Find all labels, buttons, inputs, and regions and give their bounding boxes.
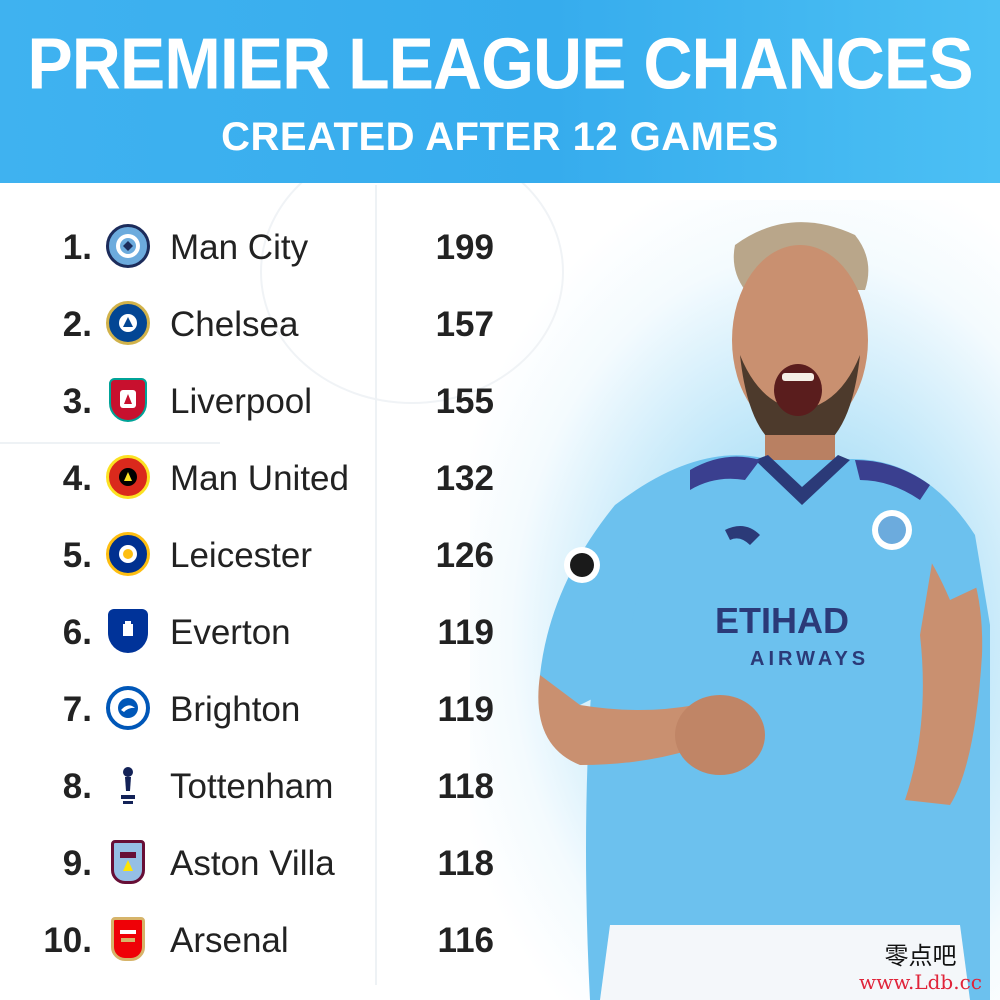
ranking-row: 3. Liverpool 155 [0, 372, 520, 432]
aston-villa-crest-icon [111, 840, 145, 884]
club-name: Leicester [170, 536, 313, 575]
sponsor-text: ETIHAD [715, 600, 849, 641]
chances-value: 119 [437, 690, 494, 729]
chances-value: 155 [435, 382, 494, 421]
chances-value: 157 [435, 305, 494, 344]
header-banner: PREMIER LEAGUE CHANCES CREATED AFTER 12 … [0, 0, 1000, 183]
rank-number: 3. [62, 382, 92, 421]
chances-value: 116 [437, 921, 494, 960]
leicester-crest-icon [106, 532, 150, 576]
brighton-crest-icon [106, 686, 150, 730]
watermark: 零点吧 www.Ldb.cc [859, 942, 982, 994]
rank-number: 7. [62, 690, 92, 729]
page-subtitle: CREATED AFTER 12 GAMES [221, 115, 779, 159]
ranking-row: 4. Man United 132 [0, 449, 520, 509]
liverpool-crest-icon [109, 378, 147, 422]
club-name: Brighton [170, 690, 301, 729]
sponsor-sub-text: AIRWAYS [750, 648, 869, 670]
man-city-crest-icon [106, 224, 150, 268]
ranking-row: 10. Arsenal 116 [0, 911, 520, 971]
club-name: Aston Villa [170, 844, 335, 883]
rank-number: 2. [62, 305, 92, 344]
player-image: ETIHAD AIRWAYS [538, 222, 990, 1000]
rank-number: 6. [62, 613, 92, 652]
club-name: Tottenham [170, 767, 334, 806]
club-name: Man United [170, 459, 349, 498]
ranking-row: 9. Aston Villa 118 [0, 834, 520, 894]
club-name: Arsenal [170, 921, 289, 960]
chances-value: 126 [435, 536, 494, 575]
ranking-row: 8. Tottenham 118 [0, 757, 520, 817]
ranking-row: 7. Brighton 119 [0, 680, 520, 740]
chances-value: 118 [437, 844, 494, 883]
ranking-row: 2. Chelsea 157 [0, 295, 520, 355]
rank-number: 9. [62, 844, 92, 883]
rank-number: 4. [62, 459, 92, 498]
chances-value: 132 [435, 459, 494, 498]
pitch-line-decoration [0, 442, 220, 444]
chances-value: 199 [435, 228, 494, 267]
everton-crest-icon [108, 609, 148, 653]
club-name: Everton [170, 613, 291, 652]
page-title: PREMIER LEAGUE CHANCES [27, 23, 973, 105]
ranking-row: 5. Leicester 126 [0, 526, 520, 586]
arsenal-crest-icon [111, 917, 145, 961]
man-united-crest-icon [106, 455, 150, 499]
rank-number: 8. [62, 767, 92, 806]
watermark-url: www.Ldb.cc [859, 970, 982, 994]
rank-number: 1. [62, 228, 92, 267]
rank-number: 10. [43, 921, 92, 960]
rank-number: 5. [62, 536, 92, 575]
ranking-row: 1. Man City 199 [0, 218, 520, 278]
chances-value: 118 [437, 767, 494, 806]
club-name: Liverpool [170, 382, 313, 421]
pitch-line-decoration [375, 185, 377, 985]
tottenham-crest-icon [106, 763, 150, 807]
club-name: Chelsea [170, 305, 299, 344]
chelsea-crest-icon [106, 301, 150, 345]
club-name: Man City [170, 228, 309, 267]
watermark-chinese-text: 零点吧 [884, 942, 957, 970]
ranking-row: 6. Everton 119 [0, 603, 520, 663]
chances-value: 119 [437, 613, 494, 652]
